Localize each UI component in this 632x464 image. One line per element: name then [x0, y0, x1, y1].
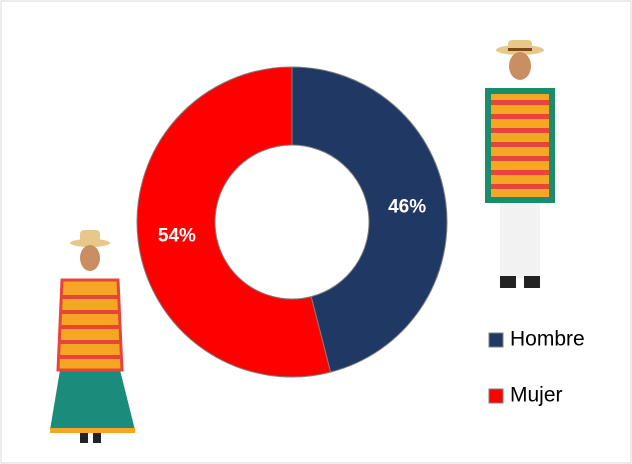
legend-label: Mujer: [510, 384, 563, 407]
legend-swatch: [488, 388, 504, 404]
value-label: 46%: [388, 196, 426, 217]
donut-slice: [291, 66, 448, 373]
man-illustration: [485, 40, 555, 288]
value-label: 54%: [158, 226, 196, 247]
legend-label: Hombre: [510, 328, 585, 351]
donut-slice: [136, 66, 332, 378]
legend-swatch: [488, 332, 504, 348]
woman-illustration: [50, 230, 135, 443]
